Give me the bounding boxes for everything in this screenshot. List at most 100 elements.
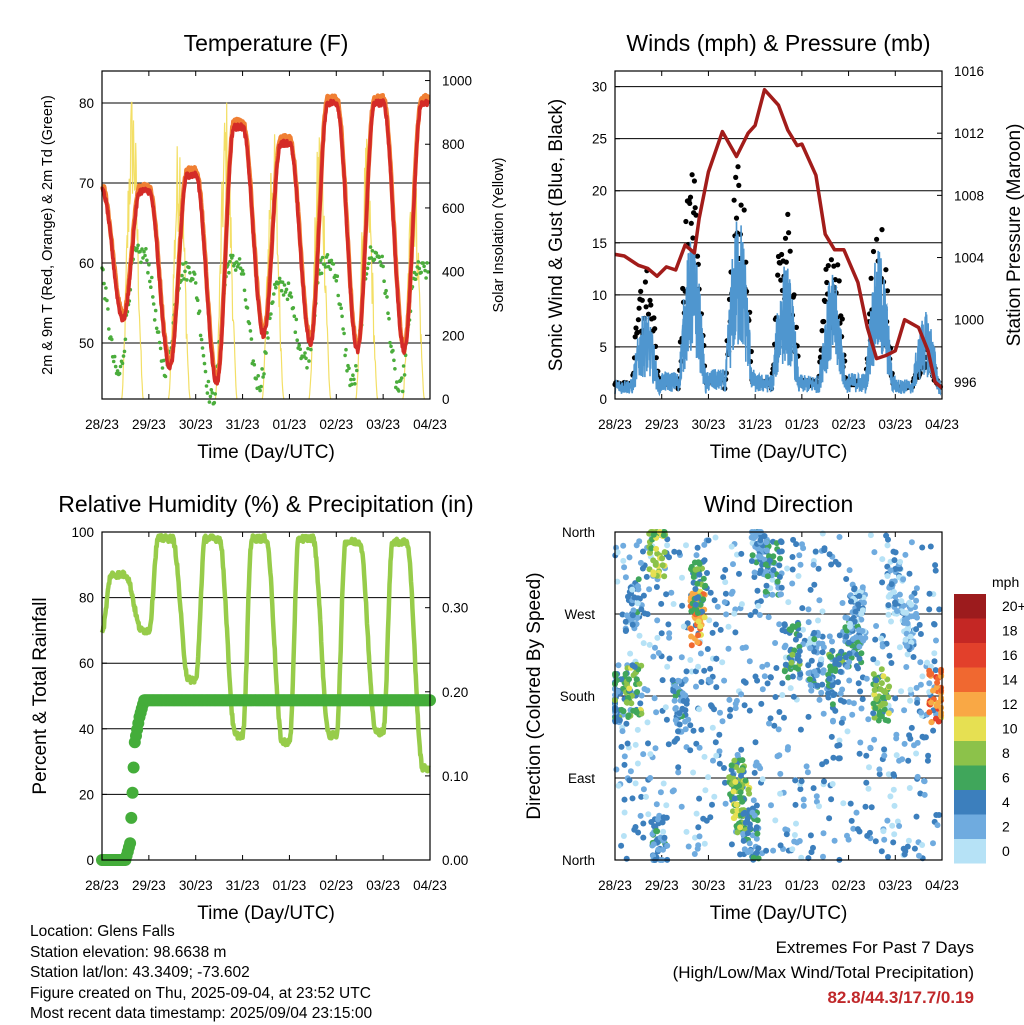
dewpoint-point <box>391 348 395 353</box>
direction-point <box>701 667 708 674</box>
direction-point <box>756 570 763 576</box>
y-tick-label: North <box>562 853 595 868</box>
direction-point <box>693 683 699 690</box>
dewpoint-point <box>355 368 359 373</box>
humidity-precip-panel: Relative Humidity (%) & Precipitation (i… <box>30 491 474 924</box>
direction-point <box>731 610 738 617</box>
x-tick-label: 01/23 <box>273 878 307 893</box>
direction-point <box>807 586 814 593</box>
direction-point <box>732 700 739 707</box>
direction-point <box>621 796 628 803</box>
direction-point <box>685 716 692 723</box>
direction-point <box>796 632 803 639</box>
dewpoint-point <box>145 258 149 263</box>
direction-point <box>933 684 940 691</box>
direction-point <box>775 726 782 733</box>
colorbar-swatch <box>954 814 986 839</box>
direction-point <box>850 825 857 832</box>
dewpoint-point <box>350 382 354 387</box>
y-axis-label: Percent & Total Rainfall <box>30 597 51 794</box>
direction-point <box>648 545 655 552</box>
direction-point <box>901 707 908 714</box>
direction-point <box>752 608 759 615</box>
direction-point <box>916 621 923 628</box>
direction-point <box>892 695 899 702</box>
direction-point <box>899 756 906 763</box>
direction-point <box>829 781 836 787</box>
direction-point <box>789 673 796 680</box>
gust-point <box>879 227 885 233</box>
direction-point <box>934 679 941 686</box>
direction-point <box>635 576 642 583</box>
direction-point <box>679 574 685 581</box>
direction-point <box>811 648 818 655</box>
direction-point <box>712 739 719 746</box>
dewpoint-point <box>151 302 156 306</box>
direction-point <box>698 679 705 685</box>
direction-point <box>738 746 745 753</box>
direction-point <box>661 549 668 556</box>
dewpoint-point <box>343 353 347 358</box>
direction-point <box>878 666 885 673</box>
dewpoint-point <box>352 377 356 382</box>
dewpoint-point <box>152 318 157 322</box>
direction-point <box>665 741 672 748</box>
direction-point <box>705 676 712 683</box>
direction-point <box>806 639 813 646</box>
direction-point <box>808 657 815 664</box>
direction-point <box>749 552 756 559</box>
direction-point <box>902 636 909 643</box>
dewpoint-point <box>282 283 287 287</box>
y-tick-label: 0 <box>86 853 94 868</box>
gust-point <box>775 272 781 278</box>
direction-point <box>859 584 866 591</box>
direction-point <box>792 801 799 808</box>
direction-point <box>732 778 739 785</box>
direction-point <box>751 574 758 580</box>
x-tick-label: 03/23 <box>878 417 912 432</box>
y-tick-label: 70 <box>79 176 94 191</box>
direction-point <box>734 829 741 836</box>
dewpoint-point <box>329 258 334 263</box>
direction-point <box>864 832 871 839</box>
dewpoint-point <box>280 280 285 285</box>
direction-point <box>746 707 753 714</box>
direction-point <box>701 541 708 548</box>
dewpoint-point <box>419 270 424 275</box>
direction-point <box>855 601 862 608</box>
dewpoint-point <box>319 271 324 276</box>
direction-point <box>660 780 667 787</box>
dewpoint-point <box>387 316 391 321</box>
direction-point <box>728 766 735 773</box>
direction-point <box>731 795 738 802</box>
direction-point <box>887 567 894 574</box>
direction-point <box>716 731 723 738</box>
direction-point <box>613 766 620 773</box>
direction-point <box>871 736 878 743</box>
dewpoint-point <box>304 356 308 361</box>
direction-point <box>930 727 937 734</box>
direction-point <box>692 668 699 675</box>
direction-point <box>900 602 907 609</box>
y-tick-label-right: 600 <box>442 201 465 216</box>
direction-point <box>651 695 658 702</box>
x-tick-label: 28/23 <box>85 417 119 432</box>
x-tick-label: 04/23 <box>925 878 959 893</box>
dewpoint-point <box>105 298 109 303</box>
dewpoint-point <box>249 337 254 341</box>
direction-point <box>783 831 790 838</box>
direction-point <box>853 634 859 641</box>
extremes-title: Extremes For Past 7 Days <box>775 938 974 957</box>
direction-point <box>793 820 799 827</box>
gust-point <box>642 279 649 285</box>
direction-point <box>789 623 796 630</box>
direction-point <box>687 722 694 729</box>
direction-point <box>850 700 857 707</box>
y-axis-label: Sonic Wind & Gust (Blue, Black) <box>546 99 567 371</box>
direction-point <box>744 815 751 822</box>
direction-point <box>848 598 854 605</box>
direction-point <box>938 687 945 694</box>
direction-point <box>672 705 679 711</box>
direction-point <box>648 819 655 825</box>
chart-title: Relative Humidity (%) & Precipitation (i… <box>58 491 473 517</box>
